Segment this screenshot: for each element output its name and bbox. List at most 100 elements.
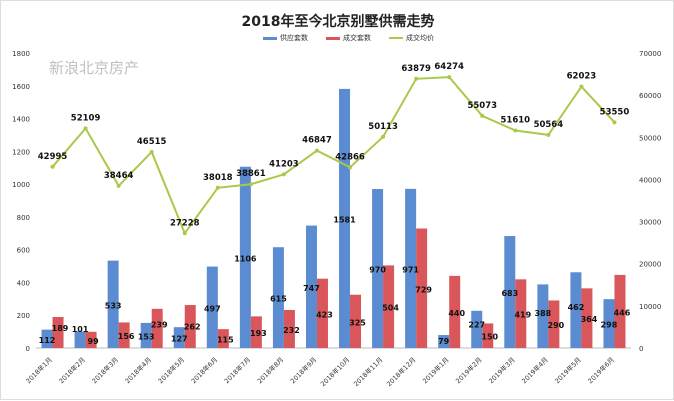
y-right-tick-label: 10000 bbox=[639, 303, 661, 311]
data-label-deals: 729 bbox=[415, 285, 432, 294]
legend-item-supply: 供应套数 bbox=[263, 33, 308, 43]
y-left-tick-label: 1000 bbox=[12, 181, 30, 189]
bar-supply bbox=[173, 327, 185, 348]
legend-label: 成交套数 bbox=[343, 34, 371, 42]
bar-deals bbox=[250, 316, 262, 348]
bar-deals bbox=[283, 309, 295, 348]
chart-title: 2018年至今北京别墅供需走势 bbox=[241, 14, 435, 30]
data-label-supply: 127 bbox=[171, 335, 188, 344]
bar-deals bbox=[350, 294, 362, 348]
bar-deals bbox=[151, 308, 163, 348]
data-label-price: 50564 bbox=[534, 120, 564, 130]
bar-deals bbox=[184, 305, 196, 348]
data-label-supply: 497 bbox=[204, 304, 221, 313]
data-label-deals: 150 bbox=[481, 333, 498, 342]
legend-swatch bbox=[326, 36, 340, 40]
legend-label: 供应套数 bbox=[280, 34, 308, 42]
data-label-supply: 112 bbox=[39, 336, 56, 345]
legend-item-deals: 成交套数 bbox=[326, 33, 371, 43]
y-left-tick-label: 1600 bbox=[12, 83, 30, 91]
bar-supply bbox=[206, 266, 218, 348]
y-left-tick-label: 200 bbox=[17, 312, 30, 320]
bar-supply bbox=[438, 335, 450, 348]
data-label-supply: 462 bbox=[568, 303, 585, 312]
point-price bbox=[612, 120, 617, 125]
point-price bbox=[83, 126, 88, 131]
legend-label: 成交均价 bbox=[406, 34, 434, 42]
y-left-tick-label: 800 bbox=[17, 214, 30, 222]
x-tick-label: 2018年3月 bbox=[90, 355, 120, 385]
bar-supply bbox=[570, 272, 582, 348]
bar-deals bbox=[449, 275, 461, 348]
data-label-price: 53550 bbox=[600, 107, 630, 117]
data-label-price: 51610 bbox=[501, 116, 531, 126]
data-label-supply: 533 bbox=[105, 301, 122, 310]
bar-deals bbox=[52, 317, 64, 348]
point-price bbox=[579, 84, 584, 89]
x-tick-label: 2018年9月 bbox=[288, 355, 318, 385]
data-label-supply: 79 bbox=[438, 337, 450, 346]
y-right-tick-label: 20000 bbox=[639, 261, 661, 269]
data-label-price: 46515 bbox=[137, 137, 167, 147]
data-label-deals: 156 bbox=[118, 332, 135, 341]
data-label-price: 27228 bbox=[170, 218, 200, 228]
data-label-deals: 262 bbox=[184, 323, 201, 332]
bar-deals bbox=[118, 322, 130, 348]
point-price bbox=[116, 183, 121, 188]
data-label-price: 42866 bbox=[335, 152, 365, 162]
legend: 供应套数 成交套数 成交均价 bbox=[263, 33, 434, 43]
y-left-tick-label: 600 bbox=[17, 247, 30, 255]
y-left-tick-label: 1400 bbox=[12, 116, 30, 124]
y-right-tick-label: 40000 bbox=[639, 176, 661, 184]
x-tick-label: 2019年4月 bbox=[520, 355, 550, 385]
bar-supply bbox=[239, 166, 251, 348]
data-label-price: 38018 bbox=[203, 173, 233, 183]
point-price bbox=[513, 128, 518, 133]
x-tick-label: 2018年8月 bbox=[255, 355, 285, 385]
bar-deals bbox=[217, 329, 229, 348]
bar-deals bbox=[85, 331, 97, 348]
data-label-price: 38464 bbox=[104, 171, 134, 181]
point-price bbox=[182, 231, 187, 236]
bar-supply bbox=[140, 322, 152, 348]
data-label-price: 62023 bbox=[567, 72, 597, 82]
bar-deals bbox=[515, 279, 527, 348]
bar-supply bbox=[471, 310, 483, 348]
data-label-price: 38861 bbox=[236, 169, 266, 179]
point-price bbox=[348, 165, 353, 170]
x-tick-label: 2018年10月 bbox=[318, 355, 351, 388]
data-label-price: 41203 bbox=[269, 159, 299, 169]
y-left-tick-label: 0 bbox=[26, 345, 30, 353]
y-left-tick-label: 1800 bbox=[12, 50, 30, 58]
point-price bbox=[480, 113, 485, 118]
x-tick-label: 2019年5月 bbox=[553, 355, 583, 385]
data-label-supply: 747 bbox=[303, 284, 320, 293]
bar-supply bbox=[272, 247, 284, 348]
point-price bbox=[248, 182, 253, 187]
data-label-price: 42995 bbox=[38, 152, 68, 162]
bar-supply bbox=[504, 236, 516, 348]
y-right-tick-label: 0 bbox=[639, 345, 643, 353]
data-label-supply: 1581 bbox=[333, 215, 356, 224]
legend-item-price: 成交均价 bbox=[389, 33, 434, 43]
data-label-supply: 970 bbox=[369, 266, 386, 275]
x-tick-label: 2019年1月 bbox=[420, 355, 450, 385]
point-price bbox=[50, 164, 55, 169]
bar-supply bbox=[405, 188, 417, 348]
bar-supply bbox=[339, 88, 351, 349]
data-label-deals: 232 bbox=[283, 326, 300, 335]
data-label-price: 52109 bbox=[71, 113, 101, 123]
legend-swatch bbox=[389, 37, 403, 39]
data-label-deals: 193 bbox=[250, 329, 267, 338]
y-right-tick-label: 30000 bbox=[639, 219, 661, 227]
y-right-tick-label: 50000 bbox=[639, 134, 661, 142]
data-label-deals: 99 bbox=[88, 337, 100, 346]
point-price bbox=[215, 185, 220, 190]
data-label-deals: 325 bbox=[349, 318, 366, 327]
data-label-deals: 115 bbox=[217, 336, 234, 345]
data-label-supply: 101 bbox=[72, 325, 89, 334]
x-tick-label: 2018年7月 bbox=[222, 355, 252, 385]
watermark: 新浪北京房产 bbox=[49, 59, 140, 77]
data-label-deals: 239 bbox=[151, 320, 168, 329]
y-right-tick-label: 70000 bbox=[639, 50, 661, 58]
